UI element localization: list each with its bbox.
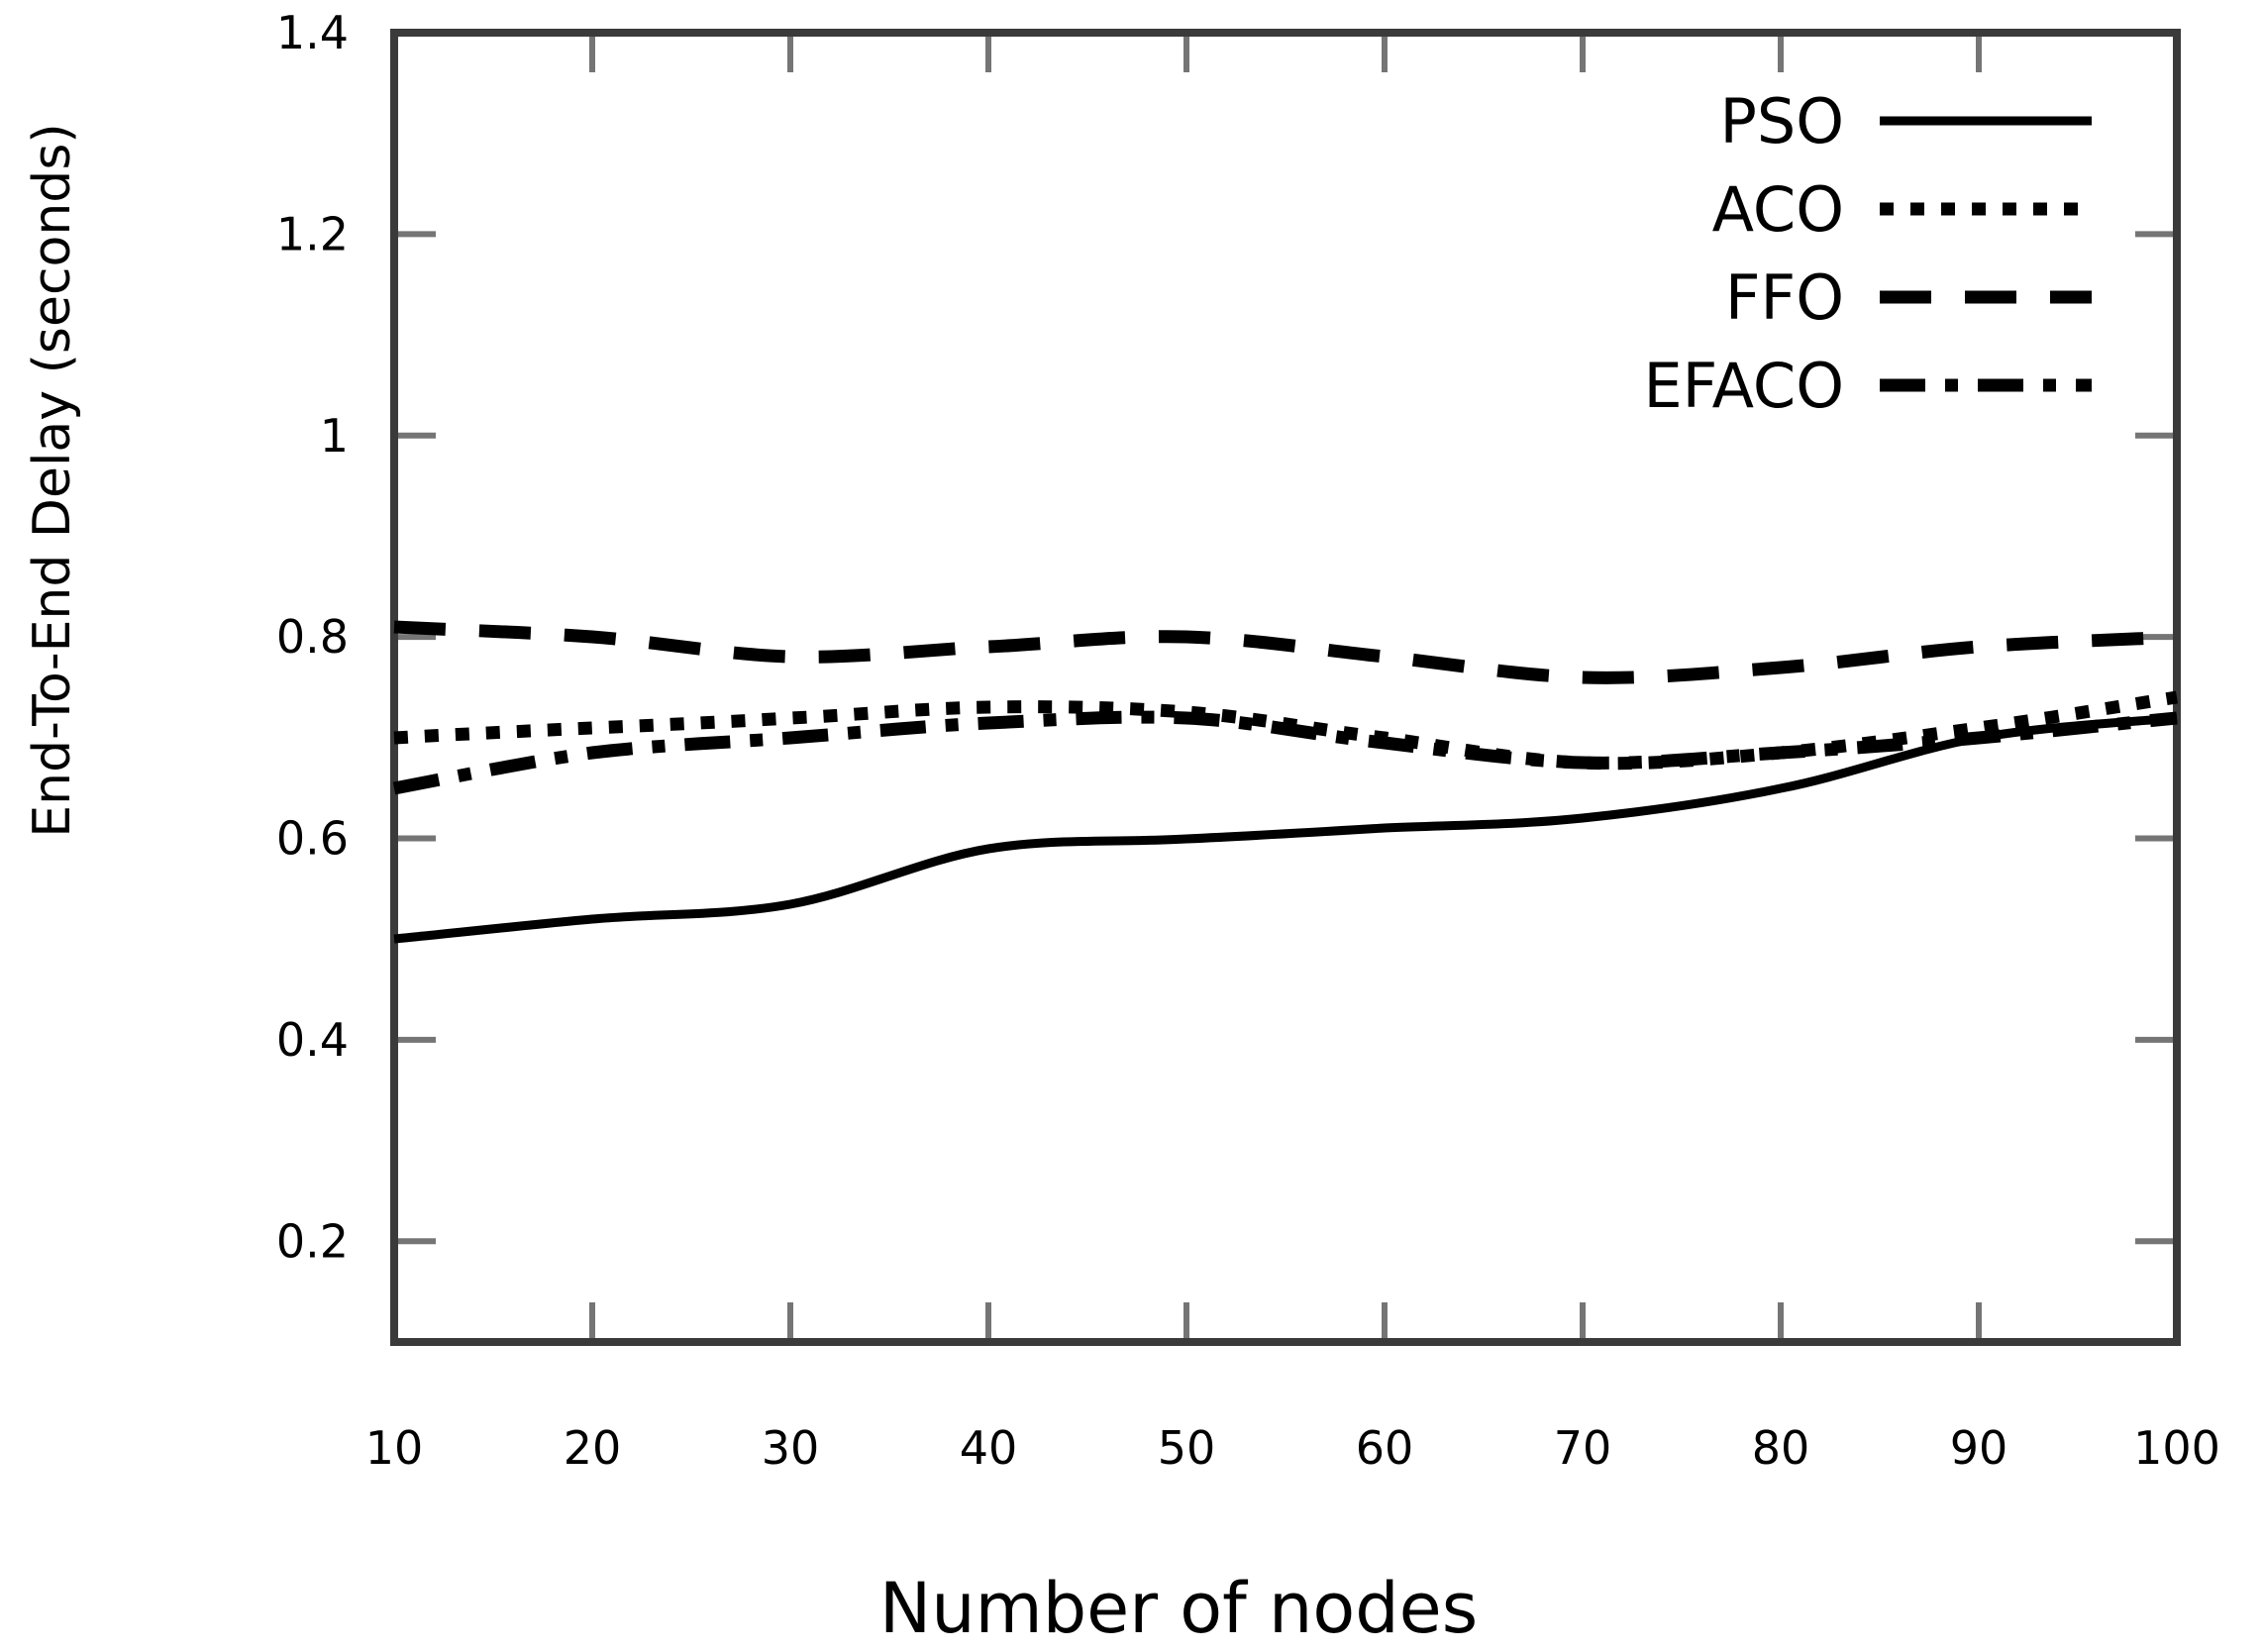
x-tick-label: 100 — [2133, 1421, 2220, 1475]
y-tick-label: 0.8 — [276, 610, 349, 664]
legend-label: PSO — [1719, 85, 1844, 157]
series-line-pso — [393, 713, 2178, 944]
x-tick-label: 50 — [1158, 1421, 1216, 1475]
x-tick-label: 30 — [762, 1421, 820, 1475]
y-tick-label: 0.2 — [276, 1214, 349, 1268]
y-tick-label: 1 — [320, 409, 349, 463]
x-tick-label: 70 — [1554, 1421, 1612, 1475]
data-series — [392, 620, 2178, 944]
x-tick-label: 80 — [1752, 1421, 1810, 1475]
axis-ticks — [391, 30, 2180, 1338]
legend-item: FFO — [1725, 261, 2092, 334]
legend-label: FFO — [1725, 261, 1844, 334]
legend: PSO ACO FFO EFACO — [1643, 85, 2092, 422]
y-tick-label: 0.4 — [276, 1013, 349, 1067]
legend-item: EFACO — [1643, 350, 2092, 422]
legend-item: PSO — [1719, 85, 2092, 157]
plot-border — [390, 29, 2181, 1346]
x-axis-title: Number of nodes — [879, 1568, 1478, 1649]
series-line-efaco — [392, 710, 2178, 795]
x-tick-label: 20 — [564, 1421, 622, 1475]
y-tick-label: 0.6 — [276, 812, 349, 866]
legend-item: ACO — [1712, 173, 2092, 246]
y-tick-label: 1.2 — [276, 207, 349, 260]
x-tick-label: 60 — [1356, 1421, 1414, 1475]
x-tick-label: 10 — [365, 1421, 424, 1475]
y-tick-label: 1.4 — [276, 6, 349, 59]
legend-label: ACO — [1712, 173, 1844, 246]
axis-tick-labels: 10 20 30 40 50 60 70 80 90 100 0.2 0.4 0.6 0.8 1 1.2 1.4 — [276, 6, 2220, 1475]
legend-label: EFACO — [1643, 350, 1844, 422]
y-axis-title: End-To-End Delay (seconds) — [23, 123, 82, 837]
series-line-ffo — [393, 620, 2178, 684]
x-tick-label: 90 — [1950, 1421, 2008, 1475]
x-tick-label: 40 — [960, 1421, 1018, 1475]
